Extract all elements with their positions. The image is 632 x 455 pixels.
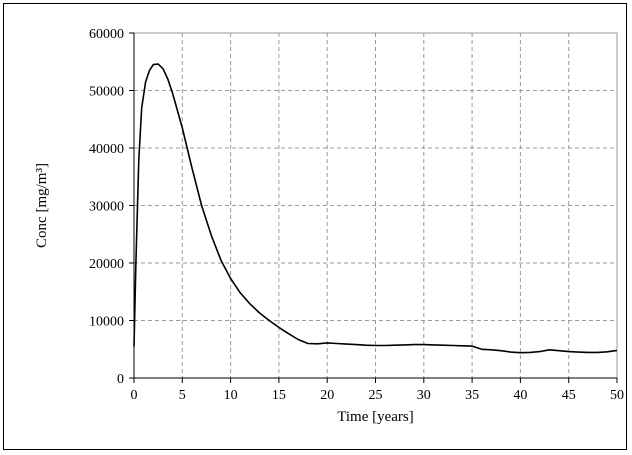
y-tick-label: 60000 — [89, 27, 124, 42]
x-tick-label: 50 — [610, 388, 624, 403]
y-tick-label: 10000 — [89, 315, 124, 330]
x-tick-label: 25 — [369, 388, 383, 403]
x-tick-label: 20 — [320, 388, 334, 403]
x-tick-label: 15 — [272, 388, 286, 403]
x-tick-label: 40 — [513, 388, 527, 403]
line-chart: 0 5 10 15 20 25 30 35 40 45 50 0 10000 20000 30000 400… — [34, 27, 624, 425]
x-tick-label: 45 — [562, 388, 576, 403]
x-tick-label: 35 — [465, 388, 479, 403]
x-tick-label: 5 — [179, 388, 186, 403]
series-line — [133, 63, 618, 354]
y-tick-label: 20000 — [89, 257, 124, 272]
x-axis-title: Time [years] — [337, 409, 414, 425]
x-tick-label: 30 — [417, 388, 431, 403]
series-group — [133, 63, 618, 354]
y-tick-label: 30000 — [89, 200, 124, 215]
y-axis-title: Conc [mg/m³] — [34, 163, 50, 248]
y-axis-ticks: 0 10000 20000 30000 40000 50000 60000 — [89, 27, 134, 387]
y-tick-label: 0 — [117, 372, 124, 387]
chart-frame: 0 5 10 15 20 25 30 35 40 45 50 0 10000 20000 30000 400… — [3, 3, 627, 450]
x-axis-ticks: 0 5 10 15 20 25 30 35 40 45 50 — [131, 378, 624, 403]
y-tick-label: 50000 — [89, 85, 124, 100]
x-tick-label: 0 — [131, 388, 138, 403]
y-tick-label: 40000 — [89, 142, 124, 157]
x-tick-label: 10 — [224, 388, 238, 403]
